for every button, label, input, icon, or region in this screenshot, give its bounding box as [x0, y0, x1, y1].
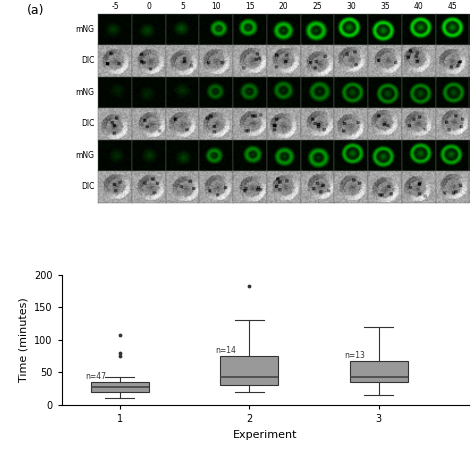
Text: (a): (a)	[27, 4, 45, 17]
Text: 0: 0	[146, 2, 151, 11]
Text: DIC: DIC	[81, 56, 94, 66]
Text: 35: 35	[380, 2, 390, 11]
FancyBboxPatch shape	[91, 382, 149, 392]
FancyBboxPatch shape	[220, 356, 278, 385]
Y-axis label: Time (minutes): Time (minutes)	[18, 298, 28, 382]
Text: 10: 10	[211, 2, 221, 11]
Text: n=14: n=14	[215, 346, 236, 355]
Text: -5: -5	[111, 2, 119, 11]
Text: 5: 5	[180, 2, 185, 11]
Text: mNG: mNG	[75, 25, 94, 34]
Text: DIC: DIC	[81, 182, 94, 192]
Text: 45: 45	[447, 2, 457, 11]
FancyBboxPatch shape	[349, 361, 408, 382]
Text: mNG: mNG	[75, 151, 94, 160]
X-axis label: Experiment: Experiment	[233, 430, 298, 440]
Text: n=13: n=13	[345, 351, 365, 360]
Text: 30: 30	[346, 2, 356, 11]
Text: 20: 20	[279, 2, 289, 11]
Text: 15: 15	[245, 2, 255, 11]
Text: n=47: n=47	[86, 372, 107, 381]
Text: DIC: DIC	[81, 119, 94, 128]
Text: mNG: mNG	[75, 88, 94, 97]
Text: 40: 40	[414, 2, 424, 11]
Text: 25: 25	[313, 2, 322, 11]
